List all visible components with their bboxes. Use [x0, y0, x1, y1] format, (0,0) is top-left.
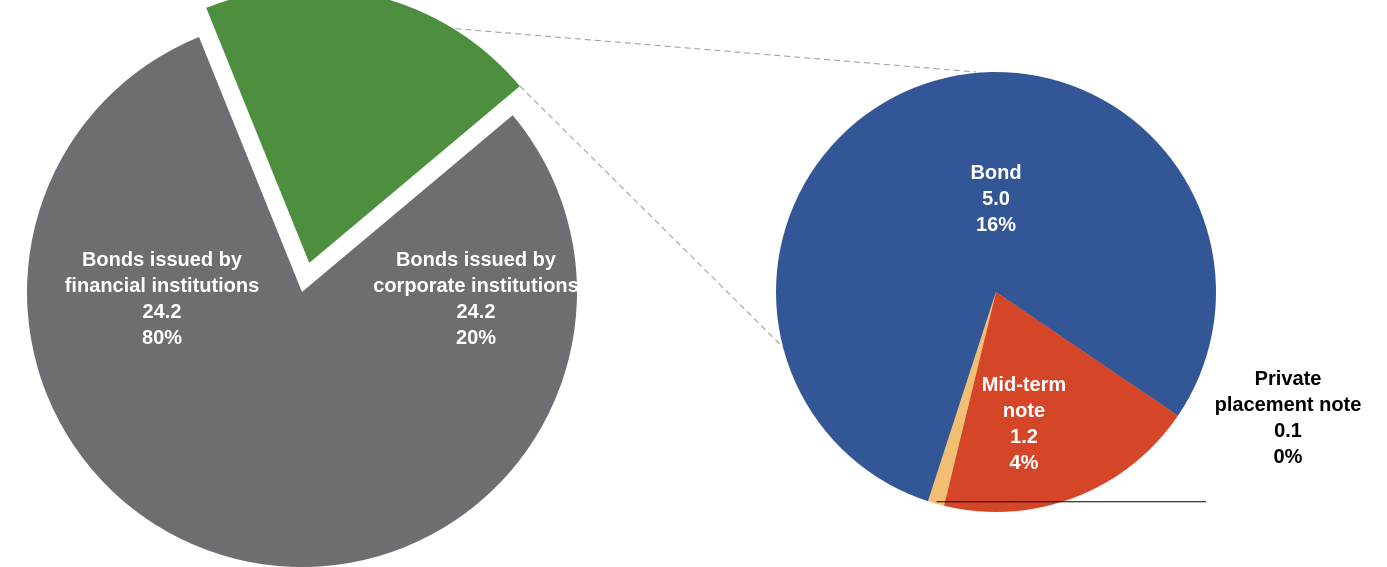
main-label-bonds-issued-by-financial-institutions: Bonds issued by financial institutions 24.… — [65, 249, 259, 349]
breakdown-label-bond: Bond 5.0 16% — [970, 162, 1021, 236]
main-label-bonds-issued-by-corporate-institutions: Bonds issued by corporate institutions 24.… — [373, 249, 579, 349]
breakdown-label-mid-term-note: Mid-term note 1.2 4% — [982, 374, 1066, 474]
connector-line-top — [206, 7, 977, 73]
breakdown-pie — [776, 72, 1216, 512]
breakdown-slice-mid-term-note — [943, 292, 1178, 512]
main-pie — [27, 0, 577, 567]
slice-labels: Bonds issued by financial institutions 24.… — [65, 162, 1362, 503]
breakdown-slice-bond — [776, 72, 1216, 502]
breakdown-label-private-placement-note: Private placement note 0.1 0% — [1215, 368, 1362, 468]
breakdown-slice-private-placement-note — [928, 292, 996, 506]
main-slice-bonds-issued-by-corporate-institutions — [206, 0, 520, 263]
main-slice-bonds-issued-by-financial-institutions — [27, 37, 577, 567]
